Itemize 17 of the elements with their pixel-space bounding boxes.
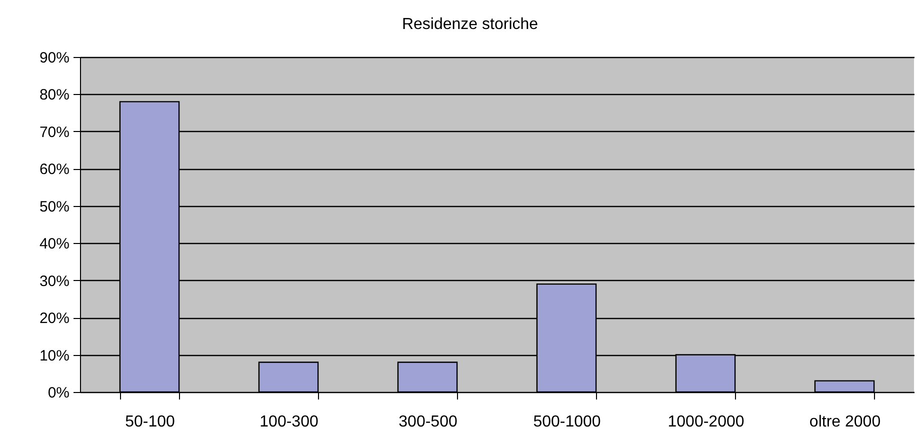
y-tick-label: 10%	[39, 347, 70, 364]
chart-title: Residenze storiche	[402, 16, 538, 33]
y-tick-label: 90%	[39, 50, 70, 66]
x-tick-label: 50-100	[125, 414, 176, 430]
y-tick-label: 80%	[39, 86, 70, 104]
y-tick-label: 70%	[39, 124, 70, 141]
x-tick-label: 300-500	[398, 414, 458, 430]
y-tick-label: 30%	[39, 272, 70, 290]
x-tick-label: 500-1000	[533, 414, 601, 430]
y-tick-label: 60%	[39, 161, 70, 178]
y-tick-label: 50%	[39, 198, 70, 216]
x-tick-label: oltre 2000	[809, 414, 881, 430]
y-tick-label: 20%	[39, 310, 70, 328]
x-tick-label: 100-300	[260, 414, 318, 430]
y-tick-label: 0%	[48, 384, 70, 402]
x-tick-label: 1000-2000	[668, 414, 744, 430]
y-tick-label: 40%	[39, 236, 70, 253]
